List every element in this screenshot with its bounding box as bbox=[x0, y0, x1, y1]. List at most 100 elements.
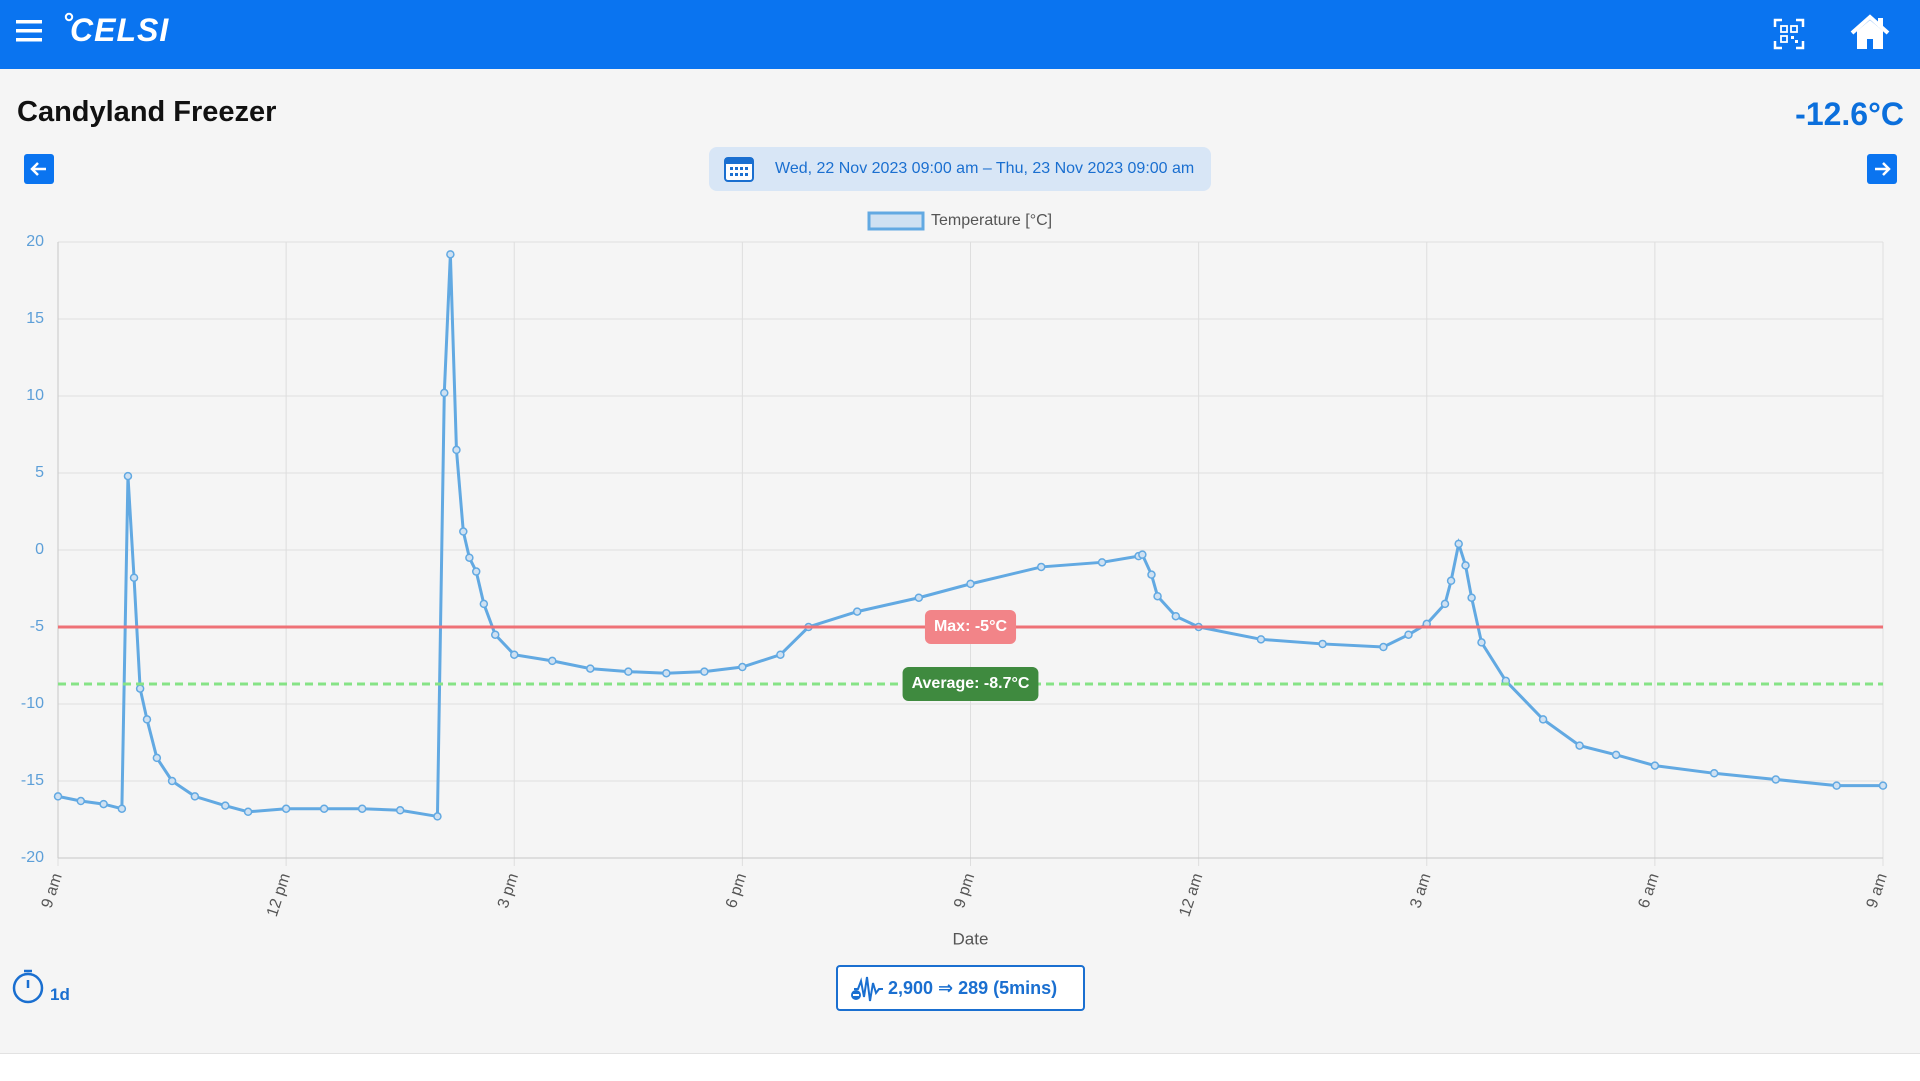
data-point bbox=[479, 599, 489, 609]
data-point bbox=[1467, 593, 1476, 602]
period-label[interactable]: 1d bbox=[50, 985, 70, 1004]
data-point bbox=[1171, 611, 1181, 621]
data-point bbox=[490, 630, 500, 639]
next-button[interactable] bbox=[1867, 154, 1897, 184]
data-point bbox=[1138, 550, 1147, 559]
data-point bbox=[1650, 761, 1660, 770]
calendar-icon bbox=[724, 157, 754, 182]
data-point bbox=[1446, 576, 1456, 586]
y-tick-label: 15 bbox=[26, 310, 44, 327]
threshold-label: Average: -8.7°C bbox=[902, 666, 1039, 701]
data-point bbox=[624, 667, 633, 676]
period-icon[interactable] bbox=[11, 968, 45, 1004]
data-point bbox=[776, 650, 785, 659]
wave-icon bbox=[851, 976, 883, 1002]
previous-button[interactable] bbox=[24, 154, 54, 184]
data-point bbox=[1477, 638, 1486, 647]
data-point bbox=[548, 656, 557, 666]
data-point bbox=[142, 715, 152, 724]
data-point bbox=[452, 445, 461, 455]
data-point bbox=[221, 801, 230, 810]
data-point bbox=[76, 796, 86, 806]
data-point bbox=[738, 662, 747, 672]
x-tick-label: 6 pm bbox=[723, 871, 750, 910]
data-point bbox=[465, 553, 474, 562]
logo-degree bbox=[64, 12, 74, 22]
data-point bbox=[586, 664, 595, 673]
y-tick-label: -20 bbox=[21, 849, 44, 866]
data-point bbox=[1404, 630, 1413, 639]
date-range-picker[interactable]: Wed, 22 Nov 2023 09:00 am – Thu, 23 Nov … bbox=[709, 147, 1211, 191]
data-point bbox=[1538, 715, 1548, 724]
menu-button[interactable] bbox=[14, 18, 44, 44]
data-point bbox=[1440, 599, 1450, 609]
threshold-label: Max: -5°C bbox=[924, 610, 1017, 644]
data-point bbox=[152, 753, 162, 763]
data-point bbox=[471, 567, 481, 576]
data-point bbox=[1709, 769, 1719, 778]
brand-logo[interactable]: CELSI bbox=[70, 12, 170, 48]
data-point bbox=[1878, 781, 1888, 790]
legend-label: Temperature [°C] bbox=[931, 212, 1052, 229]
data-point bbox=[662, 668, 671, 678]
data-point bbox=[446, 250, 455, 259]
data-point bbox=[510, 650, 519, 659]
device-title: Candyland Freezer bbox=[17, 96, 277, 128]
data-point bbox=[459, 527, 468, 536]
y-tick-label: -10 bbox=[21, 695, 44, 712]
data-point bbox=[1832, 781, 1841, 790]
data-point bbox=[1454, 539, 1463, 549]
x-tick-label: 12 pm bbox=[264, 871, 294, 919]
threshold-label-text: Average: -8.7°C bbox=[912, 675, 1030, 692]
qr-scan-button[interactable] bbox=[1772, 17, 1806, 51]
data-point bbox=[1097, 558, 1107, 567]
y-tick-label: 0 bbox=[35, 541, 44, 558]
data-point bbox=[117, 804, 127, 813]
data-point bbox=[123, 471, 133, 481]
data-point bbox=[1318, 639, 1327, 649]
y-tick-label: -15 bbox=[21, 772, 44, 789]
x-tick-label: 3 pm bbox=[495, 871, 522, 910]
data-point bbox=[190, 792, 200, 801]
data-point bbox=[700, 667, 709, 676]
threshold-label-text: Max: -5°C bbox=[934, 618, 1008, 635]
sampling-button[interactable]: 2,900 ⇒ 289 (5mins) bbox=[836, 965, 1085, 1011]
x-tick-label: 12 am bbox=[1177, 871, 1207, 919]
chart: 20 15 10 5 0 -5 -10 -15 -20 9 am 12 pm 3 pm 6 pm 9 pm… bbox=[21, 211, 1891, 948]
data-point bbox=[135, 684, 145, 693]
data-point bbox=[1147, 570, 1156, 579]
x-tick-label: 9 am bbox=[1864, 871, 1891, 910]
footer bbox=[0, 1053, 1920, 1081]
threshold-label-box bbox=[902, 666, 1039, 701]
data-point bbox=[319, 804, 329, 813]
x-tick-label: 9 pm bbox=[951, 871, 978, 910]
data-point bbox=[1036, 562, 1046, 572]
data-point bbox=[1153, 591, 1162, 601]
data-point bbox=[1461, 561, 1470, 570]
data-point bbox=[281, 804, 291, 813]
data-point bbox=[440, 388, 449, 398]
x-tick-label: 3 am bbox=[1407, 871, 1434, 910]
data-point bbox=[914, 593, 924, 602]
data-point bbox=[357, 804, 367, 813]
date-range-text: Wed, 22 Nov 2023 09:00 am – Thu, 23 Nov … bbox=[775, 160, 1195, 177]
y-tick-label: 10 bbox=[26, 387, 44, 404]
data-point bbox=[395, 806, 405, 815]
home-button[interactable] bbox=[1849, 13, 1891, 51]
data-point bbox=[966, 579, 975, 589]
series-line bbox=[57, 254, 1883, 819]
y-tick-label: 20 bbox=[26, 233, 44, 250]
app-bar: CELSI bbox=[0, 0, 1920, 69]
data-point bbox=[99, 799, 108, 809]
x-axis-title: Date bbox=[953, 929, 989, 948]
data-point bbox=[1575, 741, 1584, 750]
data-point bbox=[167, 776, 177, 786]
data-point bbox=[1256, 635, 1266, 644]
current-temperature: -12.6°C bbox=[1795, 96, 1904, 132]
data-point bbox=[1771, 775, 1781, 784]
data-point bbox=[243, 807, 253, 817]
data-point bbox=[1379, 642, 1388, 652]
sampling-text: 2,900 ⇒ 289 (5mins) bbox=[888, 978, 1058, 998]
data-point bbox=[129, 573, 139, 582]
